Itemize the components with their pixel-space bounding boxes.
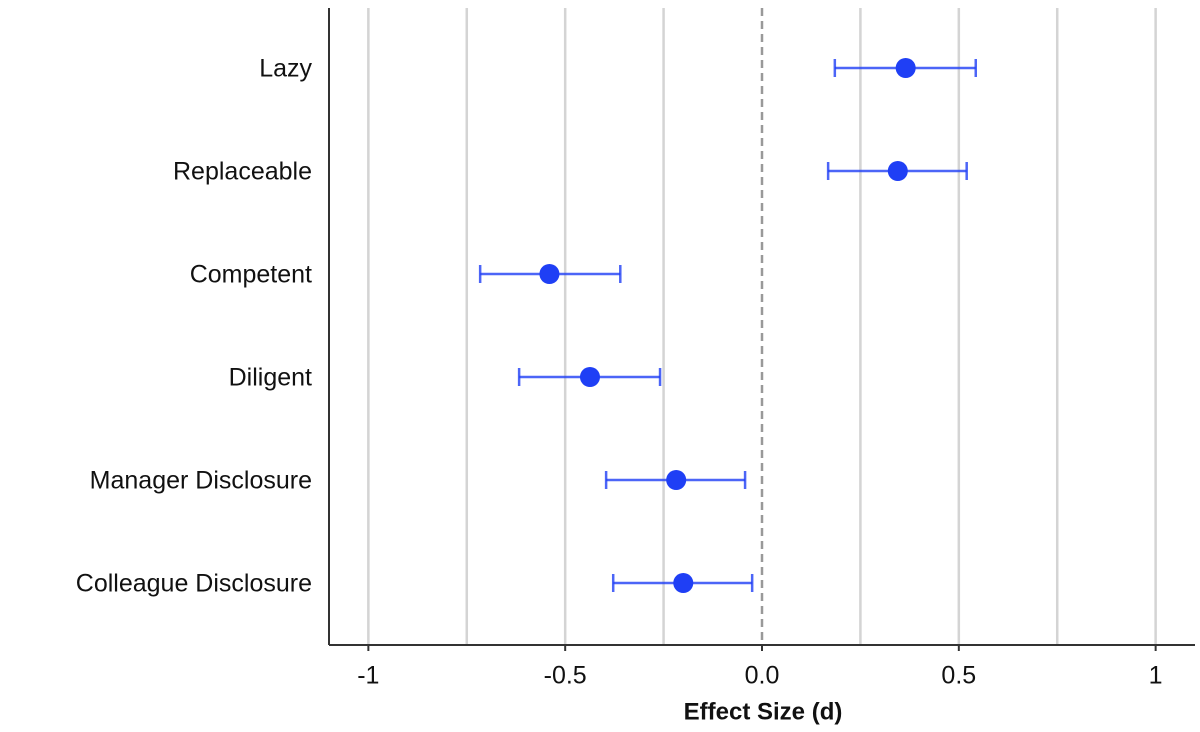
y-tick-label: Manager Disclosure — [90, 467, 312, 495]
y-tick-label: Competent — [190, 261, 312, 289]
point — [887, 161, 908, 181]
y-tick-label: Diligent — [229, 364, 312, 392]
x-tick-label: -1 — [357, 662, 379, 690]
x-axis-label: Effect Size (d) — [684, 698, 843, 725]
y-tick-label: Lazy — [259, 55, 312, 83]
point — [666, 470, 687, 490]
x-tick-label: -0.5 — [544, 662, 587, 690]
point — [673, 573, 694, 593]
x-tick-label: 0.5 — [941, 662, 976, 690]
point — [539, 264, 560, 284]
y-tick-label: Replaceable — [173, 158, 312, 186]
x-tick-label: 1 — [1149, 662, 1163, 690]
y-tick-label: Colleague Disclosure — [76, 570, 312, 598]
point — [579, 367, 600, 387]
point — [895, 58, 916, 78]
x-tick-label: 0.0 — [745, 662, 780, 690]
